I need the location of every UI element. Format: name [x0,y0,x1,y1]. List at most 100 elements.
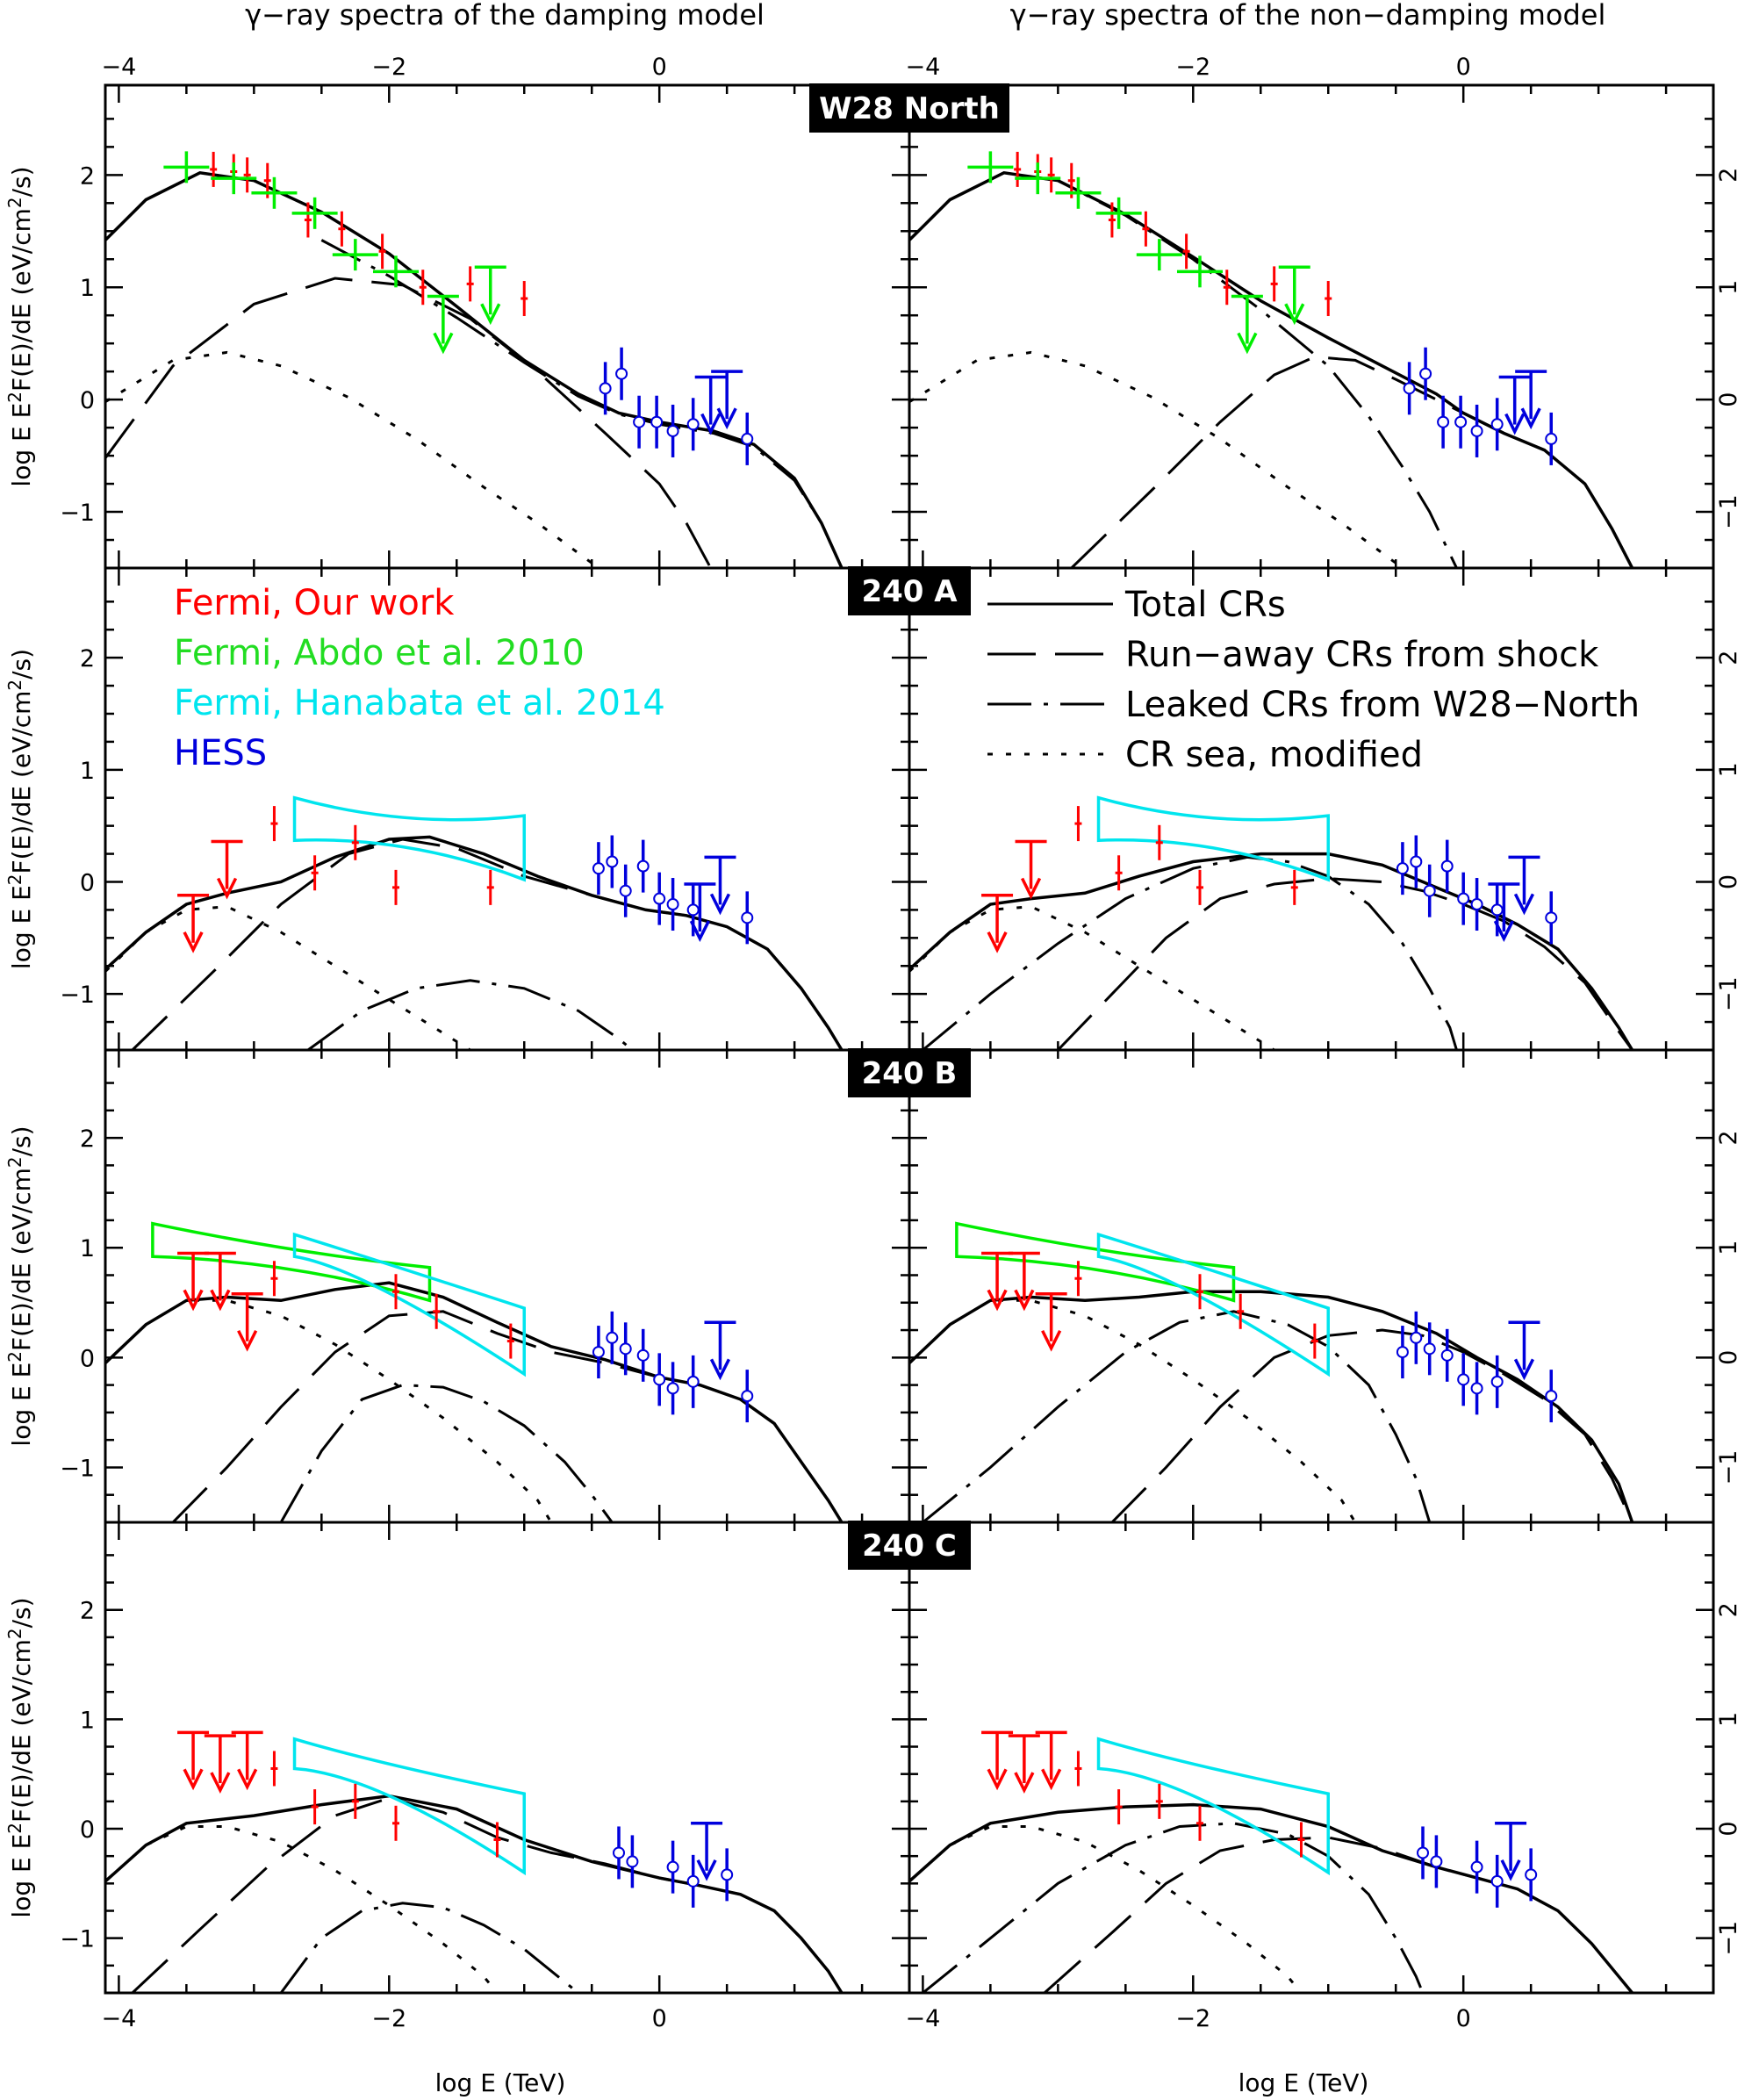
hess-point [666,1382,679,1395]
y-label-part: F(E)/dE (eV/cm [7,1639,36,1823]
panel-label: 240 B [862,1056,958,1091]
y-label-part: log E E [7,1363,36,1447]
hess-point [619,884,632,897]
legends: Fermi, Our work Fermi, Abdo et al. 2010 Fe… [174,583,1640,775]
hess-point [686,418,700,431]
panel-3-damping: −1 0 1 2 −4 −2 0 [60,1521,911,2032]
model-curve-runaway [1057,877,1633,1050]
hess-point [1417,1846,1430,1859]
hanabata-bowtie [1096,795,1330,882]
fermi-upper-limit-arrow [183,1289,204,1312]
data-legend-entry: Fermi, Hanabata et al. 2014 [174,683,665,723]
y-label-sup: 2 [4,1351,25,1363]
hess-point [721,1868,734,1881]
hess-point [1470,898,1483,911]
y-label-part: F(E)/dE (eV/cm [7,208,36,392]
hess-point [1437,415,1450,428]
hess-point [1470,424,1483,437]
y-label-sup: 2 [4,392,25,403]
fermi-upper-limit-arrow [1014,1772,1035,1794]
hess-upper-limit-arrow [1500,1859,1521,1881]
y-tick-label: 2 [1715,168,1742,183]
y-axis-label: log E E2F(E)/dE (eV/cm2/s) [4,166,36,486]
panel-label: 240 C [862,1528,957,1564]
model-legend-entry: CR sea, modified [1125,735,1423,775]
hanabata-bowtie [1096,1737,1330,1876]
model-curve-sea [909,1298,1357,1522]
y-tick-label: −1 [60,500,95,527]
x-tick-label: 0 [1456,54,1471,81]
model-curve-sea [909,905,1275,1050]
hanabata-bowtie [292,1232,526,1377]
y-tick-label: 2 [80,1126,95,1153]
y-tick-label: −1 [60,982,95,1009]
model-curve-leaked [279,1902,579,1993]
hess-point [686,1375,700,1388]
hess-upper-limit-arrow [709,1358,731,1381]
hess-point [626,1855,639,1868]
y-label-part: /s) [7,166,36,197]
data-legend-entry: HESS [174,733,267,773]
y-tick-label: 1 [1715,280,1742,295]
hess-point [613,1846,626,1859]
model-curve-sea [909,350,1404,568]
y-tick-label: 2 [1715,651,1742,665]
hess-point [606,1331,619,1344]
hess-point [606,855,619,868]
model-curve-runaway [1043,1836,1633,1993]
fermi-upper-limit-arrow [237,1329,258,1352]
panel-2-nondamping: −1 0 1 2 [908,1048,1742,1524]
hess-point [1403,382,1416,395]
y-label-sup: 2 [4,1628,25,1639]
y-axis-labels: log E E2F(E)/dE (eV/cm2/s)log E E2F(E)/d… [4,166,36,1917]
hess-point [1423,1342,1436,1356]
hess-point [1396,862,1409,875]
hess-upper-limit-arrow [1513,1358,1535,1381]
hess-point [599,382,612,395]
y-tick-label: 0 [1715,874,1742,889]
y-tick-label: 0 [1715,392,1742,407]
y-tick-label: −1 [1715,976,1742,1011]
hess-point [1440,1348,1454,1362]
panels: −1 0 1 2 −4 −2 0 −1 0 1 2 −4 −2 0 W28 North −1 0 1 2 −1 0 1 2 2… [60,54,1742,2032]
panel-label-box [848,566,971,615]
hess-point [666,424,679,437]
fermi-upper-limit-arrow [1041,1329,1062,1352]
plot-area [105,1221,844,1522]
hess-point [1454,415,1468,428]
y-label-sup: 2 [4,1823,25,1834]
x-tick-label: 0 [652,54,667,81]
model-curve-runaway [1110,1328,1633,1522]
hess-point [666,1860,679,1873]
hess-point [741,1390,754,1403]
panel-0-damping: −1 0 1 2 −4 −2 0 [60,54,911,570]
model-curve-runaway [131,838,844,1050]
panel-frame [104,1521,911,1995]
model-curve-sea [909,1825,1303,1993]
hess-upper-limit-arrow [716,407,737,430]
panel-label-box [848,1521,971,1570]
model-curve-leaked [279,1384,614,1522]
plot-area [105,151,844,568]
abdo-bowtie [955,1221,1236,1303]
panel-label-box [809,83,1009,133]
model-curve-runaway [105,277,713,568]
y-label-part: log E E [7,1834,36,1918]
plot-area [909,151,1634,568]
abdo-bowtie [151,1221,432,1303]
hess-point [615,367,628,380]
x-axis-label-left: log E (TeV) [435,2068,566,2097]
column-title-right: γ−ray spectra of the non−damping model [1010,0,1606,32]
y-label-part: F(E)/dE (eV/cm [7,1168,36,1351]
y-label-part: /s) [7,1597,36,1628]
fermi-upper-limit-arrow [987,931,1008,953]
y-label-part: log E E [7,885,36,969]
hess-point [650,415,664,428]
plot-area [909,1730,1633,1993]
hess-point [653,892,666,905]
x-tick-label: −2 [1175,2005,1210,2032]
y-tick-label: 2 [80,1598,95,1625]
y-tick-label: 1 [80,1707,95,1734]
y-tick-label: 1 [80,1235,95,1262]
